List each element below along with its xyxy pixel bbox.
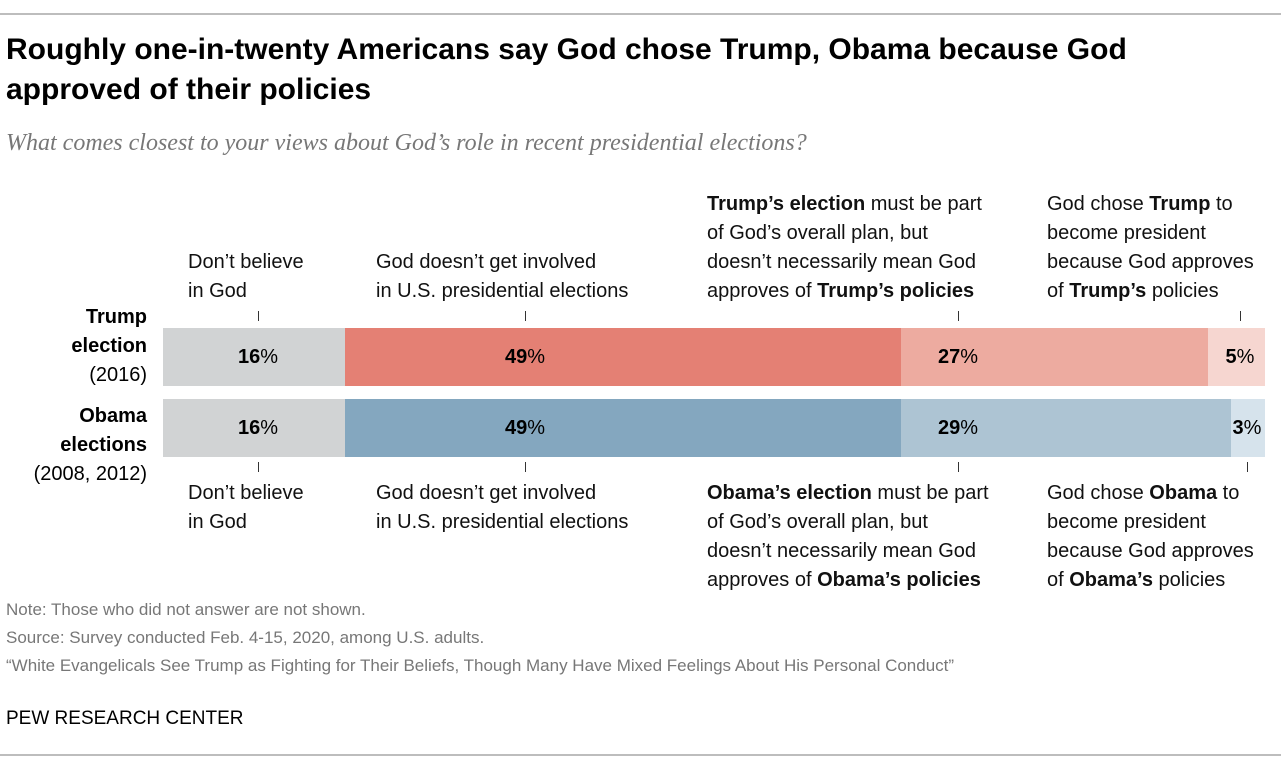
pew-logo: PEW RESEARCH CENTER xyxy=(6,708,244,729)
data-label: 29% xyxy=(937,417,979,439)
category-label-top: God doesn’t get involved in U.S. presiden… xyxy=(376,251,629,302)
category-label-top: Don’t believe in God xyxy=(188,251,304,302)
category-label-bottom: God doesn’t get involved in U.S. presiden… xyxy=(376,482,629,533)
data-label: 3% xyxy=(1232,417,1262,439)
leader-tick xyxy=(258,311,259,321)
bar-segment xyxy=(344,399,902,457)
footer-report: “White Evangelicals See Trump as Fightin… xyxy=(6,656,955,675)
row-label-obama: Obama elections (2008, 2012) xyxy=(34,402,147,489)
category-label-bottom: Don’t believe in God xyxy=(188,482,304,533)
leader-tick xyxy=(258,462,259,472)
leader-tick xyxy=(1240,311,1241,321)
row-label-bold: Obama xyxy=(79,405,147,427)
bar-segment xyxy=(901,328,1209,386)
data-label: 16% xyxy=(237,417,279,439)
row-label-trump: Trump election (2016) xyxy=(71,303,147,390)
data-label: 5% xyxy=(1225,346,1255,368)
data-label: 49% xyxy=(504,346,546,368)
bar-segment xyxy=(1230,399,1266,457)
row-label-bold: Trump xyxy=(85,306,147,328)
bottom-rule xyxy=(0,754,1281,756)
row-label-year: (2016) xyxy=(89,364,147,386)
bar-segment xyxy=(163,399,346,457)
category-label-bottom: Obama’s election must be part of God’s ov… xyxy=(707,482,989,591)
data-label: 16% xyxy=(237,346,279,368)
category-label-bottom: God chose Obama to become president becaus… xyxy=(1047,482,1254,591)
leader-tick xyxy=(958,311,959,321)
chart-subtitle: What comes closest to your views about G… xyxy=(6,130,807,156)
bar-segment xyxy=(1208,328,1266,386)
row-label-bold2: elections xyxy=(60,434,147,456)
category-label-top: Trump’s election must be part of God’s ov… xyxy=(707,193,982,302)
footer-note: Note: Those who did not answer are not s… xyxy=(6,600,366,619)
bar-segment xyxy=(344,328,902,386)
leader-tick xyxy=(958,462,959,472)
leader-tick xyxy=(1247,462,1248,472)
row-label-year: (2008, 2012) xyxy=(33,463,147,485)
leader-tick xyxy=(525,462,526,472)
row-label-bold2: election xyxy=(71,335,147,357)
bar-segment xyxy=(901,399,1232,457)
category-label-top: God chose Trump to become president becaus… xyxy=(1047,193,1254,302)
bar-segment xyxy=(163,328,346,386)
leader-tick xyxy=(525,311,526,321)
footer-source: Source: Survey conducted Feb. 4-15, 2020… xyxy=(6,628,485,647)
top-rule xyxy=(0,13,1281,15)
data-label: 27% xyxy=(937,346,979,368)
chart-title: Roughly one-in-twenty Americans say God … xyxy=(6,33,1127,106)
data-label: 49% xyxy=(504,417,546,439)
